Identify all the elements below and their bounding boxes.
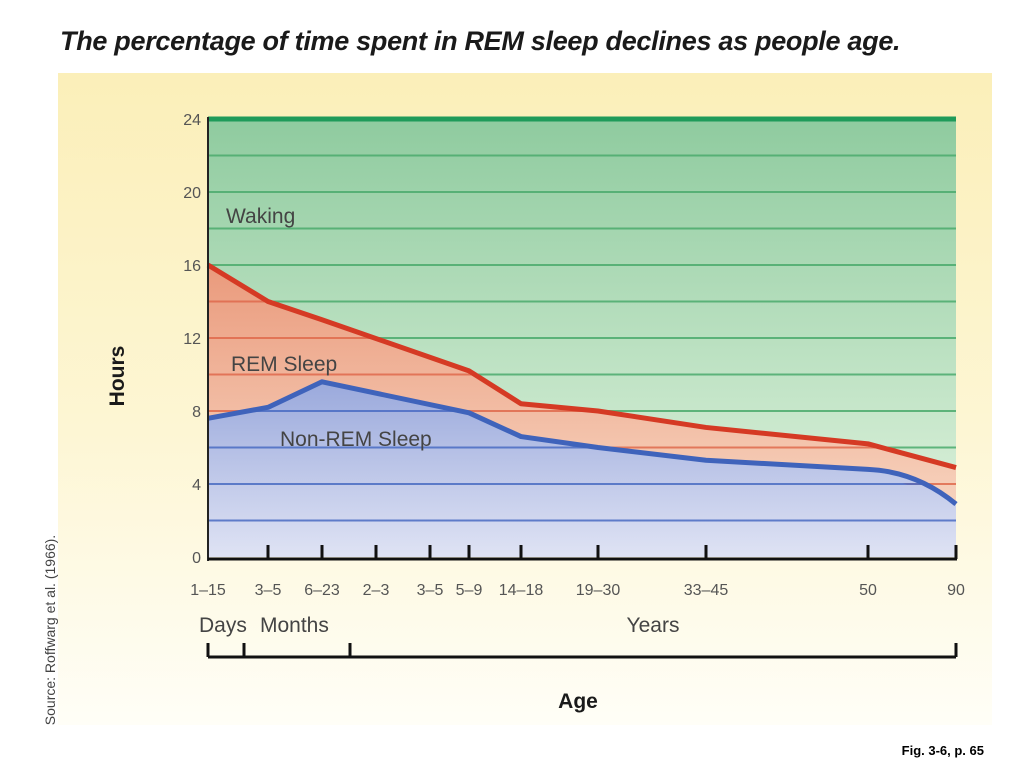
x-tick-label: 33–45 bbox=[684, 582, 729, 599]
y-tick-label: 4 bbox=[192, 477, 201, 494]
x-tick-label: 14–18 bbox=[499, 582, 544, 599]
waking-area bbox=[208, 119, 956, 468]
slide-title: The percentage of time spent in REM slee… bbox=[60, 26, 901, 56]
x-tick-label: 90 bbox=[947, 582, 965, 599]
x-tick-label: 6–23 bbox=[304, 582, 340, 599]
y-axis-title: Hours bbox=[106, 346, 129, 407]
x-tick-label: 1–15 bbox=[190, 582, 226, 599]
sleep-chart: 0 4 8 12 16 20 24 1–15 3–5 6–23 2–3 3–5 5–9 14–18 19–… bbox=[106, 112, 965, 713]
x-tick-label: 50 bbox=[859, 582, 877, 599]
non-rem-sleep-area bbox=[208, 381, 956, 557]
x-axis: 1–15 3–5 6–23 2–3 3–5 5–9 14–18 19–30 33–45 50 90 bbox=[190, 545, 965, 599]
y-tick-label: 20 bbox=[183, 185, 201, 202]
x-tick-label: 19–30 bbox=[576, 582, 621, 599]
region-label-non-rem-sleep: Non-REM Sleep bbox=[280, 428, 432, 451]
unit-label-days: Days bbox=[199, 614, 247, 637]
rem-sleep-area bbox=[208, 265, 956, 505]
y-tick-label: 8 bbox=[192, 404, 201, 421]
non-rem-sleep-line bbox=[207, 379, 958, 507]
unit-label-years: Years bbox=[627, 614, 680, 637]
chart-panel: 0 4 8 12 16 20 24 1–15 3–5 6–23 2–3 3–5 5–9 14–18 19–… bbox=[58, 73, 992, 725]
x-axis-title: Age bbox=[558, 690, 598, 713]
rem-sleep-line bbox=[206, 262, 957, 470]
y-tick-label: 16 bbox=[183, 258, 201, 275]
y-tick-label: 12 bbox=[183, 331, 201, 348]
y-tick-label: 24 bbox=[183, 112, 201, 129]
x-tick-label: 5–9 bbox=[456, 582, 483, 599]
unit-label-months: Months bbox=[260, 614, 329, 637]
x-tick-label: 3–5 bbox=[417, 582, 444, 599]
y-tick-label: 0 bbox=[192, 550, 201, 567]
region-label-waking: Waking bbox=[226, 205, 295, 228]
x-tick-label: 3–5 bbox=[255, 582, 282, 599]
figure-reference: Fig. 3-6, p. 65 bbox=[901, 743, 984, 758]
x-tick-label: 2–3 bbox=[363, 582, 390, 599]
region-label-rem-sleep: REM Sleep bbox=[231, 353, 337, 376]
source-note: Source: Roffwarg et al. (1966). bbox=[42, 534, 58, 726]
age-unit-groups: Days Months Years bbox=[199, 614, 958, 659]
y-axis: 0 4 8 12 16 20 24 bbox=[183, 112, 209, 567]
